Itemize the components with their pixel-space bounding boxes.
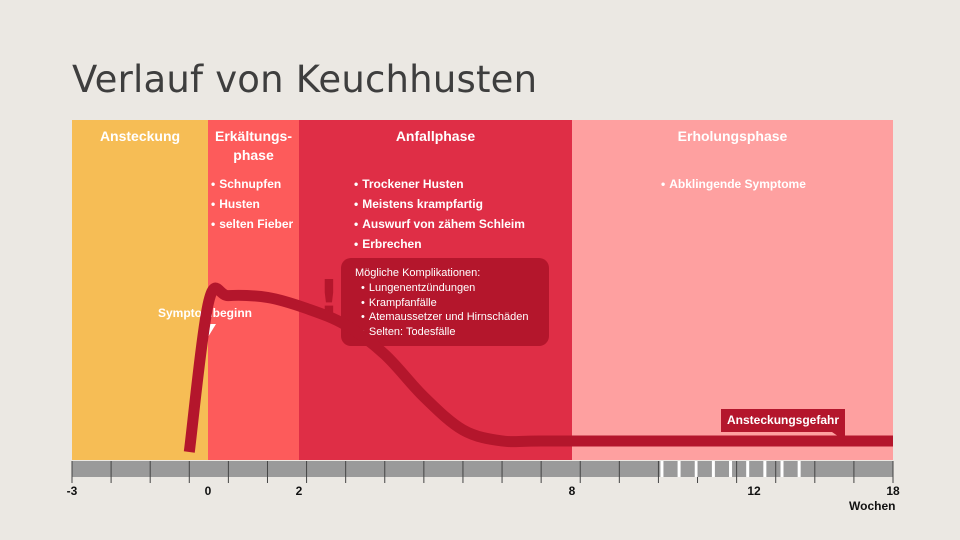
complication-item: Lungenentzündungen xyxy=(361,281,549,296)
bullet-item: Meistens krampfartig xyxy=(354,194,525,214)
tick-label-18: 18 xyxy=(886,484,900,498)
phase-title-erholung: Erholungsphase xyxy=(677,128,788,144)
contagion-end-hatch xyxy=(660,461,801,477)
contagion-badge-tail xyxy=(832,432,845,441)
hatch-mark xyxy=(694,461,698,477)
phase-title-anfall: Anfallphase xyxy=(395,128,476,144)
tick-label-0: 0 xyxy=(204,484,212,498)
hatch-mark xyxy=(763,461,767,477)
phase-title-ansteckung: Ansteckung xyxy=(99,128,181,144)
tick-label-minus3: -3 xyxy=(66,484,78,498)
page-title: Verlauf von Keuchhusten xyxy=(72,58,538,101)
tick-label-12: 12 xyxy=(747,484,761,498)
hatch-mark xyxy=(711,461,715,477)
phase-ansteckung: Ansteckung xyxy=(72,120,208,460)
phase-title-erkaeltung: Erkältungs-phase xyxy=(214,128,292,163)
symptom-curve xyxy=(183,282,893,453)
complication-item: Selten: Todesfälle xyxy=(361,325,549,340)
bullet-item: Trockener Husten xyxy=(354,174,525,194)
hatch-mark xyxy=(780,461,784,477)
bullet-item: Husten xyxy=(211,194,293,214)
bullets-erholung: Abklingende Symptome xyxy=(661,174,806,194)
hatch-mark xyxy=(797,461,801,477)
bullet-item: selten Fieber xyxy=(211,214,293,234)
timeline-axis-bar xyxy=(72,461,893,477)
complications-title: Mögliche Komplikationen: xyxy=(355,267,481,279)
hatch-mark xyxy=(677,461,681,477)
bullet-item: Abklingende Symptome xyxy=(661,174,806,194)
axis-unit-label: Wochen xyxy=(849,499,896,513)
bullets-erkaeltung: Schnupfen Husten selten Fieber xyxy=(211,174,293,234)
complications-box: Mögliche Komplikationen: Lungenentzündun… xyxy=(341,258,549,346)
hatch-mark xyxy=(746,461,750,477)
complications-list: Lungenentzündungen Krampfanfälle Atemaus… xyxy=(355,281,549,339)
tick-label-8: 8 xyxy=(568,484,576,498)
bullet-item: Erbrechen xyxy=(354,234,525,254)
bullet-item: Auswurf von zähem Schleim xyxy=(354,214,525,234)
bullet-item: Schnupfen xyxy=(211,174,293,194)
complication-item: Krampfanfälle xyxy=(361,296,549,311)
hatch-mark xyxy=(729,461,733,477)
complication-item: Atemaussetzer und Hirnschäden xyxy=(361,310,549,325)
hatch-mark xyxy=(660,461,664,477)
contagion-badge: Ansteckungsgefahr xyxy=(721,409,846,432)
tick-label-2: 2 xyxy=(295,484,303,498)
bullets-anfall: Trockener Husten Meistens krampfartig Au… xyxy=(354,174,525,254)
